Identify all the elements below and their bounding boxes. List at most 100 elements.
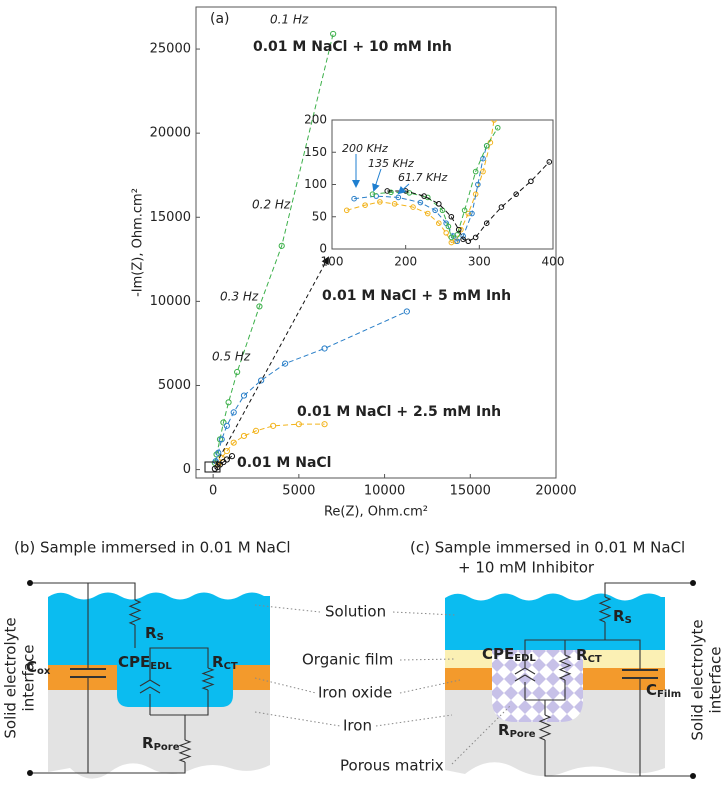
leader [451,705,511,765]
component-label: CFilm [646,681,681,701]
label-main: R [498,721,510,739]
fit-line [215,311,408,462]
circuit [514,582,693,777]
data-point [321,421,328,428]
wire [150,690,209,716]
data-point [234,368,241,376]
data-point [465,238,472,245]
resistor [598,596,612,623]
data-point [483,220,490,226]
data-point [410,204,416,210]
data-point [223,422,230,429]
terminal [690,580,696,586]
panel-label: (a) [210,11,230,27]
plot-frame [331,119,554,250]
cpe-symbol [139,686,161,694]
data-point [498,204,505,210]
wire [30,582,136,600]
label-main: R [142,734,154,752]
label-sub: Pore [510,729,536,740]
resistor [538,714,552,741]
label-sub: EDL [514,653,536,664]
component-label: CPEEDL [482,645,536,665]
label-sub: ox [37,666,51,677]
cpe-symbol [514,667,536,675]
data-point [220,419,227,426]
annotation: 200 KHz [342,142,388,155]
label-main: R [576,646,588,664]
data-point [472,234,479,241]
wire [544,740,693,777]
layer-label: Solution [325,603,386,621]
data-point [455,226,462,233]
y-tick-label: 10000 [150,294,191,309]
data-point [436,220,442,226]
series-label: 0.01 M NaCl + 5 mM Inh [322,288,511,304]
plot: 100 200 300 400 0 50 100 150 200 200 KHz 135 KHz61… [304,113,564,269]
label-main: R [145,624,157,642]
cpe-symbol [139,679,161,687]
layer-label: Organic film [302,651,393,669]
data-point [252,427,260,434]
terminal [690,773,696,779]
data-point [225,399,232,406]
data-point [223,456,230,463]
data-point [377,199,383,205]
data-point [278,242,285,249]
resistor [128,599,142,626]
data-point [384,188,391,194]
data-point [215,449,222,456]
annotation: 135 KHz [368,157,414,170]
data-point [295,421,302,428]
component-label: CPEEDL [118,653,172,673]
porous-matrix [492,650,583,722]
data-point [388,189,394,196]
label-sub: CT [588,654,602,665]
x-tick-label: 0 [209,484,217,499]
x-tick-label: 5000 [282,484,315,499]
label-main: C [646,681,657,699]
data-point [391,201,398,207]
y-tick-label: 20000 [150,126,191,141]
data-point [472,168,479,175]
wire [149,647,209,680]
diagram-title: (c) Sample immersed in 0.01 M NaCl [410,539,685,557]
x-tick-label: 200 [394,255,417,269]
component-label: RS [145,624,164,644]
resistor [201,667,215,691]
label-sub: S [625,615,632,626]
data-point [546,159,553,165]
data-point [491,120,497,123]
data-point [240,392,248,399]
annotation: 61.7 KHz [398,171,447,184]
component-label: Cox [26,658,51,678]
resistor [558,654,572,681]
y-axis-label: -Im(Z), Ohm.cm² [131,188,146,297]
solution-layer [48,592,270,707]
y-tick-label: 0 [319,242,327,256]
data-point [448,213,455,220]
data-point [475,181,481,188]
label-sub: EDL [150,661,172,672]
nyquist-plot: 0 5000 10000 15000 2000005000100001500020000… [131,6,577,520]
diagram-title: (b) Sample immersed in 0.01 M NaCl [14,539,291,557]
series-label: 0.01 M NaCl [237,455,331,471]
y-tick-label: 100 [304,177,327,191]
annotation: 0.2 Hz [252,198,291,212]
data-point [216,436,224,443]
data-point [395,194,402,201]
component-label: RPore [142,734,180,754]
zoom-box [204,461,221,473]
data-point [230,439,237,446]
x-tick-label: 400 [542,255,565,269]
resistor [178,739,192,763]
side-label: interface [20,645,38,712]
solution-layer [445,593,665,650]
annotation-arrow [372,168,382,192]
data-point [436,201,442,207]
data-point [270,422,277,429]
component-label: RCT [576,646,602,666]
leader [254,677,317,694]
data-point [480,155,486,162]
